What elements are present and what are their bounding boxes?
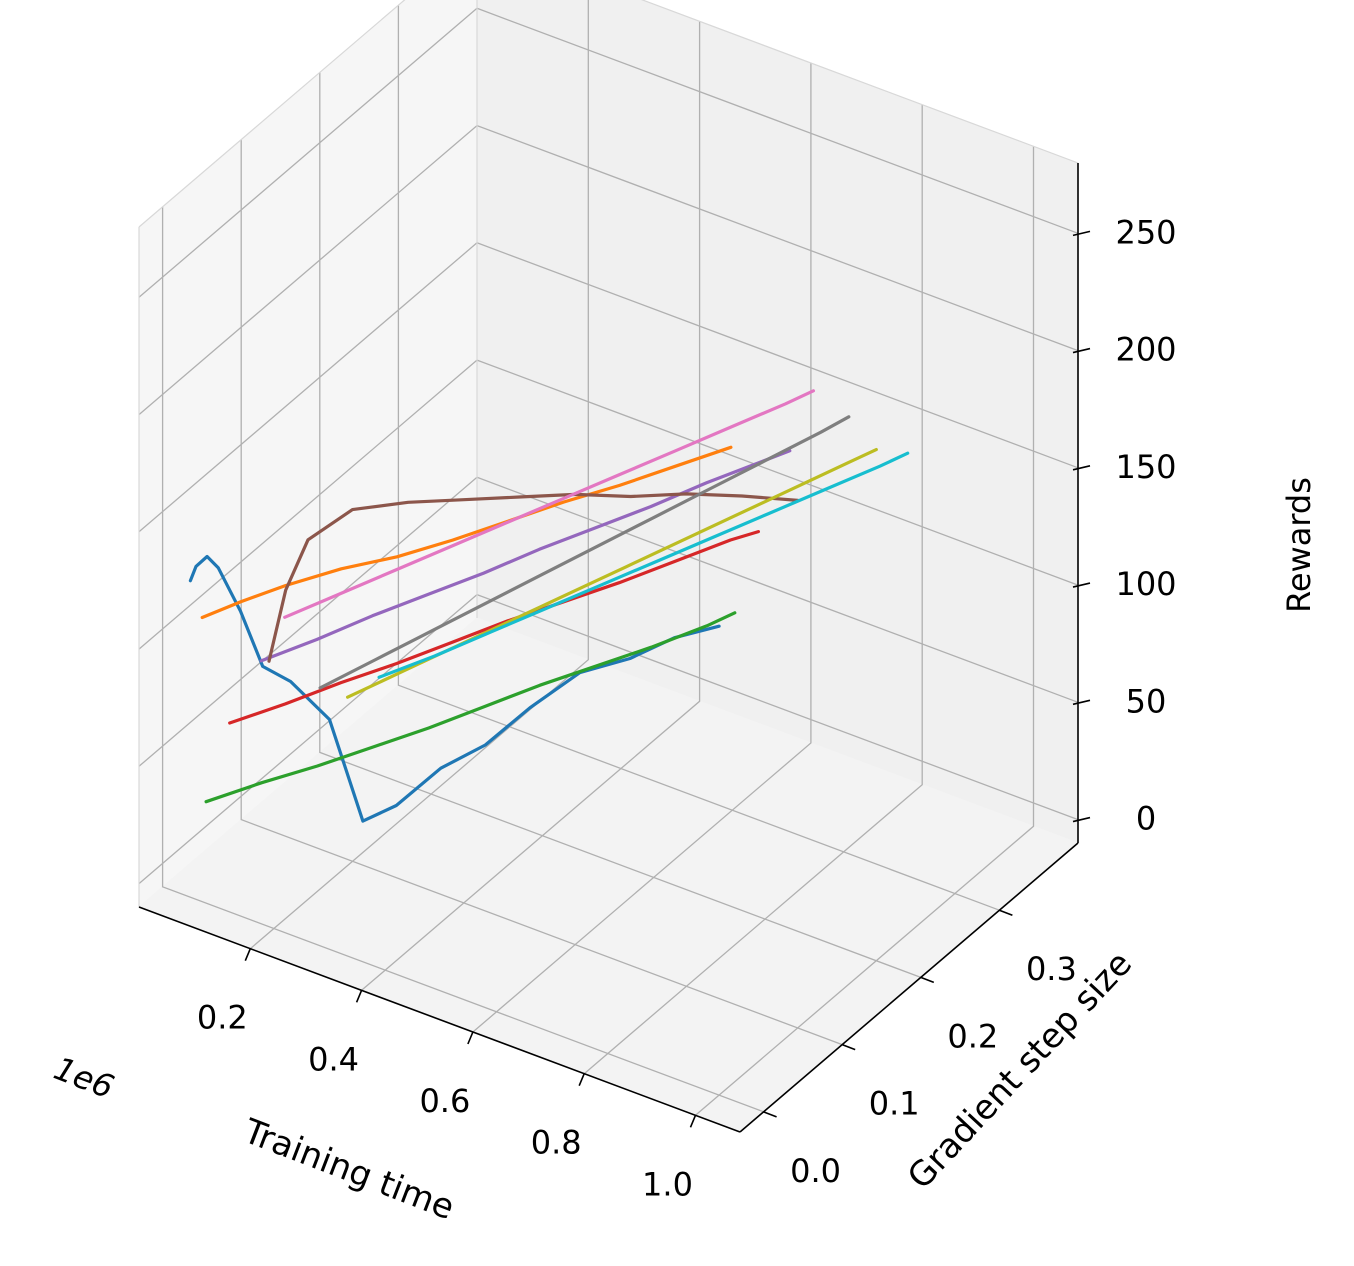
z-axis-title: Rewards bbox=[1280, 477, 1318, 613]
x-gridline bbox=[249, 0, 589, 950]
pane-top-edge bbox=[138, 0, 1079, 228]
x-tick-label: 0.2 bbox=[197, 999, 248, 1037]
x-gridline bbox=[583, 104, 923, 1075]
y-tick-label: 0.2 bbox=[947, 1017, 998, 1055]
series-line-run-1 bbox=[188, 554, 721, 823]
y-tick-label: 0.3 bbox=[1026, 950, 1077, 988]
x-axis-line bbox=[138, 906, 741, 1133]
x-gridline bbox=[472, 63, 812, 1033]
z-tick bbox=[1072, 465, 1091, 471]
x-tick-label: 0.8 bbox=[531, 1124, 582, 1162]
series-line-run-3 bbox=[204, 611, 737, 804]
x-tick bbox=[467, 1031, 474, 1045]
x-offset-label: 1e6 bbox=[49, 1049, 119, 1106]
grid-lines bbox=[138, 0, 1079, 1116]
x-tick bbox=[689, 1115, 697, 1128]
y-tick bbox=[920, 976, 935, 984]
z-tick bbox=[1072, 230, 1091, 237]
x-tick bbox=[355, 990, 363, 1003]
data-series bbox=[188, 389, 910, 823]
y-axis-title: Gradient step size bbox=[900, 944, 1140, 1197]
z-tick bbox=[1072, 816, 1091, 823]
series-line-run-8 bbox=[318, 415, 851, 690]
series-line-run-7 bbox=[283, 389, 816, 619]
y-gridline bbox=[319, 72, 922, 979]
y-tick-label: 0.1 bbox=[869, 1085, 920, 1123]
x-axis-title: Training time bbox=[237, 1111, 459, 1228]
x-tick bbox=[244, 948, 252, 961]
y-gridline bbox=[397, 5, 1000, 911]
x-gridline bbox=[695, 146, 1035, 1116]
x-tick bbox=[578, 1073, 585, 1086]
z-tick bbox=[1072, 347, 1091, 354]
z-tick-label: 200 bbox=[1115, 331, 1176, 369]
y-axis-line bbox=[739, 842, 1079, 1133]
y-gridline bbox=[161, 206, 764, 1113]
z-tick-label: 0 bbox=[1136, 800, 1156, 838]
series-line-run-6 bbox=[267, 492, 800, 663]
y-tick bbox=[841, 1043, 856, 1051]
y-tick bbox=[763, 1111, 777, 1118]
x-tick-label: 0.6 bbox=[419, 1082, 470, 1120]
z-tick-label: 150 bbox=[1115, 448, 1176, 486]
y-gridline bbox=[240, 139, 843, 1046]
z-tick-label: 50 bbox=[1126, 682, 1167, 720]
x-tick-label: 0.4 bbox=[308, 1040, 359, 1078]
x-gridline bbox=[361, 21, 701, 991]
x-tick-label: 1.0 bbox=[642, 1165, 693, 1203]
series-line-run-5 bbox=[259, 449, 792, 663]
z-tick-label: 250 bbox=[1115, 213, 1176, 251]
y-tick bbox=[999, 909, 1013, 916]
axis-lines bbox=[138, 163, 1091, 1133]
z-tick-label: 100 bbox=[1115, 565, 1176, 603]
series-line-run-2 bbox=[200, 445, 733, 620]
axis-panes bbox=[138, 0, 1079, 1133]
z-tick bbox=[1072, 699, 1091, 706]
series-line-run-10 bbox=[377, 451, 910, 679]
y-tick-label: 0.0 bbox=[790, 1152, 841, 1190]
z-tick bbox=[1072, 582, 1091, 588]
